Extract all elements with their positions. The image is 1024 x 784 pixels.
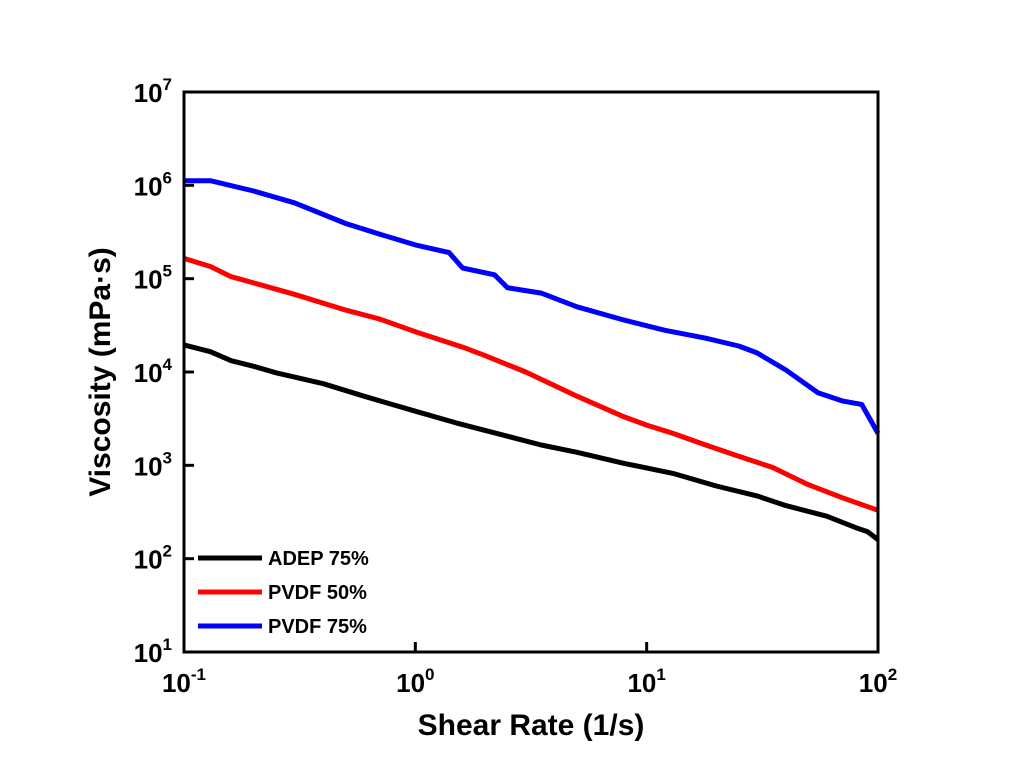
legend-label-2: PVDF 75% <box>268 616 367 638</box>
series-lines <box>183 178 881 542</box>
y-tick-label: 101 <box>134 635 172 668</box>
y-tick-label: 102 <box>134 542 172 575</box>
tick-labels: 10-1 100 101 102 101 102 103 104 105 106 107 <box>134 75 898 698</box>
y-axis-title: Viscosity (mPa·s) <box>84 247 117 497</box>
y-tick-label: 105 <box>134 262 172 295</box>
y-tick-label: 104 <box>134 355 173 388</box>
axis-ticks <box>182 90 880 654</box>
x-tick-label: 101 <box>627 665 665 698</box>
legend-label-0: ADEP 75% <box>268 548 369 570</box>
x-axis-title: Shear Rate (1/s) <box>418 709 645 742</box>
legend-label-1: PVDF 50% <box>268 582 367 604</box>
series-line-0 <box>183 342 880 542</box>
x-tick-label: 102 <box>859 665 897 698</box>
x-tick-label: 10-1 <box>162 665 206 698</box>
series-line-1 <box>183 256 879 513</box>
legend: ADEP 75% PVDF 50% PVDF 75% <box>198 548 369 638</box>
y-tick-label: 106 <box>134 168 172 201</box>
y-tick-label: 107 <box>134 75 172 108</box>
x-tick-label: 100 <box>396 665 434 698</box>
series-line-2 <box>184 178 881 435</box>
y-tick-label: 103 <box>134 448 172 481</box>
